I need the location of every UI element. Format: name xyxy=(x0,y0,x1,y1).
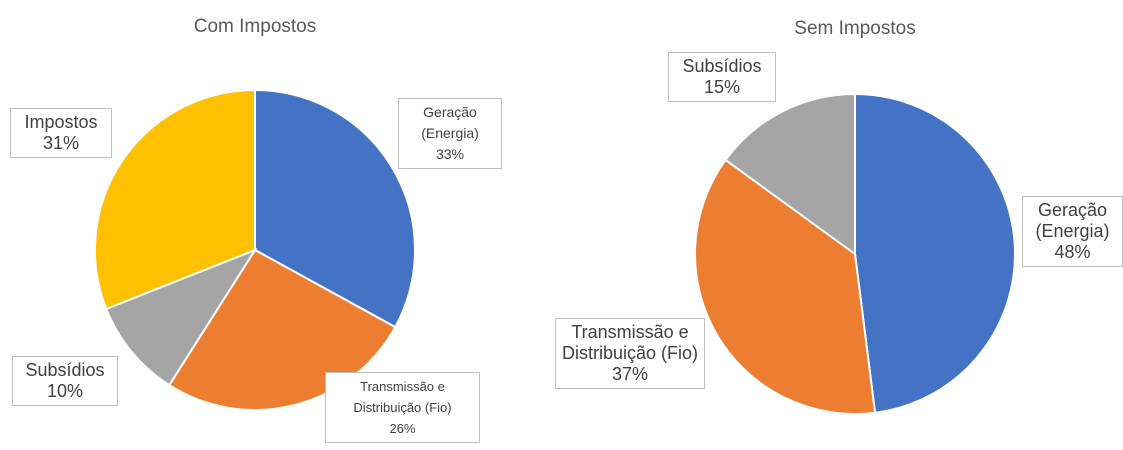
data-label: Transmissão e Distribuição (Fio) 26% xyxy=(325,372,480,443)
chart-title: Sem Impostos xyxy=(794,18,916,39)
category-name: Subsídios xyxy=(682,56,762,76)
pie-slice xyxy=(104,247,258,387)
pie-slice xyxy=(254,88,416,329)
category-name: Transmissão e Distribuição (Fio) xyxy=(353,379,452,415)
value-label: 48% xyxy=(1054,242,1091,262)
data-label: Transmissão e Distribuição (Fio) 37% xyxy=(555,318,705,389)
pie-slice xyxy=(694,158,877,415)
data-label: Subsídios 10% xyxy=(12,356,118,406)
category-name: Transmissão e Distribuição (Fio) xyxy=(561,322,699,363)
value-label: 15% xyxy=(703,77,741,97)
value-label: 26% xyxy=(389,421,416,436)
data-label: Impostos 31% xyxy=(10,108,112,158)
data-label: Subsídios 15% xyxy=(668,52,776,102)
category-name: Geração (Energia) xyxy=(421,104,479,141)
category-name: Impostos xyxy=(24,112,98,132)
pie-slice xyxy=(167,248,397,411)
value-label: 10% xyxy=(46,381,84,401)
value-label: 31% xyxy=(42,133,80,153)
pie-slice xyxy=(724,92,856,256)
pie-slice xyxy=(94,88,256,311)
value-label: 33% xyxy=(435,146,465,162)
data-label: Geração (Energia) 33% xyxy=(398,98,502,169)
category-name: Subsídios xyxy=(25,360,105,380)
data-label: Geração (Energia) 48% xyxy=(1022,196,1123,267)
category-name: Geração (Energia) xyxy=(1035,200,1110,241)
pie-slice xyxy=(854,92,1016,414)
chart-title: Com Impostos xyxy=(193,16,317,37)
value-label: 37% xyxy=(611,364,649,384)
